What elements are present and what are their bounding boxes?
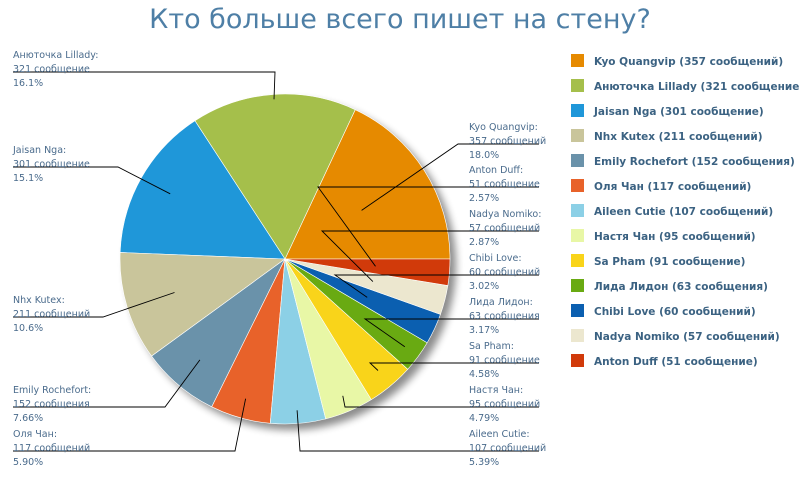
- legend-swatch-anton-duff: [571, 354, 584, 367]
- callout-line-aileen-cutie: [296, 410, 539, 452]
- callout-label-aileen-cutie: 5.39%: [469, 457, 499, 468]
- callout-label-anton-duff: Anton Duff:: [469, 165, 523, 176]
- callout-line-kyo-quangvip: [361, 143, 539, 211]
- legend-label-лида-лидон: Лида Лидон (63 сообщения): [594, 281, 768, 293]
- callouts: Kyo Quangvip: 357 сообщений 18.0% Анюточка …: [12, 50, 546, 468]
- callout-label-анюточка-lillady: Анюточка Lillady:: [13, 50, 98, 61]
- callout-label-оля-чан: 117 сообщений: [13, 443, 90, 454]
- legend-label-nadya-nomiko: Nadya Nomiko (57 сообщений): [594, 331, 780, 343]
- callout-label-anton-duff: 51 сообщение: [469, 179, 540, 190]
- callout-label-анюточка-lillady: 16.1%: [13, 78, 43, 89]
- callout-line-nhx-kutex: [13, 292, 175, 318]
- pie-slice-kyo-quangvip: [284, 109, 451, 260]
- callout-line-jaisan-nga: [13, 166, 171, 195]
- callout-line-anton-duff: [317, 186, 539, 267]
- callout-label-sa-pham: Sa Pham:: [469, 341, 514, 352]
- chart-title: Кто больше всего пишет на стену?: [149, 4, 651, 35]
- pie-slice-nhx-kutex: [119, 252, 286, 357]
- callout-label-kyo-quangvip: 357 сообщений: [469, 136, 546, 147]
- pie-slice-jaisan-nga: [119, 120, 286, 260]
- callout-label-оля-чан: 5.90%: [13, 457, 43, 468]
- callout-label-emily-rochefort: 152 сообщения: [13, 399, 90, 410]
- legend-label-aileen-cutie: Aileen Cutie (107 сообщений): [594, 206, 773, 218]
- callout-label-jaisan-nga: Jaisan Nga:: [12, 145, 66, 156]
- callout-label-лида-лидон: Лида Лидон:: [469, 297, 533, 308]
- pie-slices: [119, 93, 456, 430]
- callout-label-jaisan-nga: 15.1%: [13, 173, 43, 184]
- callout-label-лида-лидон: 3.17%: [469, 325, 499, 336]
- legend-label-sa-pham: Sa Pham (91 сообщение): [594, 256, 745, 268]
- legend-swatch-оля-чан: [571, 179, 584, 192]
- legend-label-nhx-kutex: Nhx Kutex (211 сообщений): [594, 131, 763, 143]
- legend-swatch-kyo-quangvip: [571, 54, 584, 67]
- legend-label-оля-чан: Оля Чан (117 сообщений): [594, 181, 751, 193]
- callout-line-анюточка-lillady: [13, 71, 276, 100]
- callout-line-оля-чан: [13, 398, 247, 452]
- callout-label-оля-чан: Оля Чан:: [13, 429, 57, 440]
- callout-label-настя-чан: Настя Чан:: [469, 385, 523, 396]
- legend-label-anton-duff: Anton Duff (51 сообщение): [594, 356, 758, 368]
- callout-line-emily-rochefort: [13, 359, 201, 408]
- callout-label-настя-чан: 4.79%: [469, 413, 499, 424]
- callout-label-aileen-cutie: 107 сообщений: [469, 443, 546, 454]
- callout-line-chibi-love: [333, 274, 539, 298]
- pie-slice-анюточка-lillady: [194, 93, 356, 260]
- callout-label-emily-rochefort: Emily Rochefort:: [13, 385, 91, 396]
- callout-label-anton-duff: 2.57%: [469, 193, 499, 204]
- callout-label-анюточка-lillady: 321 сообщение: [13, 64, 90, 75]
- callout-label-emily-rochefort: 7.66%: [13, 413, 43, 424]
- callout-label-nhx-kutex: 10.6%: [13, 323, 43, 334]
- callout-label-nhx-kutex: 211 сообщений: [13, 309, 90, 320]
- callout-label-sa-pham: 91 сообщение: [469, 355, 540, 366]
- legend-swatch-анюточка-lillady: [571, 79, 584, 92]
- legend-swatch-jaisan-nga: [571, 104, 584, 117]
- legend-label-emily-rochefort: Emily Rochefort (152 сообщения): [594, 156, 795, 168]
- callout-label-nadya-nomiko: 2.87%: [469, 237, 499, 248]
- legend-swatch-chibi-love: [571, 304, 584, 317]
- callout-label-jaisan-nga: 301 сообщение: [13, 159, 90, 170]
- legend-swatch-emily-rochefort: [571, 154, 584, 167]
- legend-label-jaisan-nga: Jaisan Nga (301 сообщение): [593, 106, 764, 118]
- callout-label-aileen-cutie: Aileen Cutie:: [469, 429, 530, 440]
- legend-swatch-sa-pham: [571, 254, 584, 267]
- callout-line-настя-чан: [342, 395, 539, 408]
- callout-line-sa-pham: [368, 362, 539, 371]
- callout-label-nhx-kutex: Nhx Kutex:: [13, 295, 65, 306]
- callout-line-nadya-nomiko: [320, 230, 539, 282]
- callout-label-nadya-nomiko: Nadya Nomiko:: [469, 209, 541, 220]
- legend-swatch-nadya-nomiko: [571, 329, 584, 342]
- legend-label-kyo-quangvip: Kyo Quangvip (357 сообщений): [594, 56, 783, 68]
- legend-swatch-лида-лидон: [571, 279, 584, 292]
- legend: Kyo Quangvip (357 сообщений) Анюточка Lil…: [571, 54, 800, 368]
- legend-label-chibi-love: Chibi Love (60 сообщений): [594, 306, 756, 318]
- legend-swatch-nhx-kutex: [571, 129, 584, 142]
- callout-label-nadya-nomiko: 57 сообщений: [469, 223, 540, 234]
- legend-swatch-aileen-cutie: [571, 204, 584, 217]
- legend-label-настя-чан: Настя Чан (95 сообщений): [594, 231, 756, 243]
- callout-label-chibi-love: Chibi Love:: [469, 253, 522, 264]
- callout-label-sa-pham: 4.58%: [469, 369, 499, 380]
- callout-label-chibi-love: 3.02%: [469, 281, 499, 292]
- callout-label-kyo-quangvip: 18.0%: [469, 150, 499, 161]
- callout-label-лида-лидон: 63 сообщения: [469, 311, 540, 322]
- legend-label-анюточка-lillady: Анюточка Lillady (321 сообщение): [594, 81, 800, 93]
- callout-label-chibi-love: 60 сообщений: [469, 267, 540, 278]
- legend-swatch-настя-чан: [571, 229, 584, 242]
- pie-slice-anton-duff: [284, 258, 451, 286]
- callout-line-лида-лидон: [363, 318, 539, 348]
- callout-label-kyo-quangvip: Kyo Quangvip:: [469, 122, 538, 133]
- callout-label-настя-чан: 95 сообщений: [469, 399, 540, 410]
